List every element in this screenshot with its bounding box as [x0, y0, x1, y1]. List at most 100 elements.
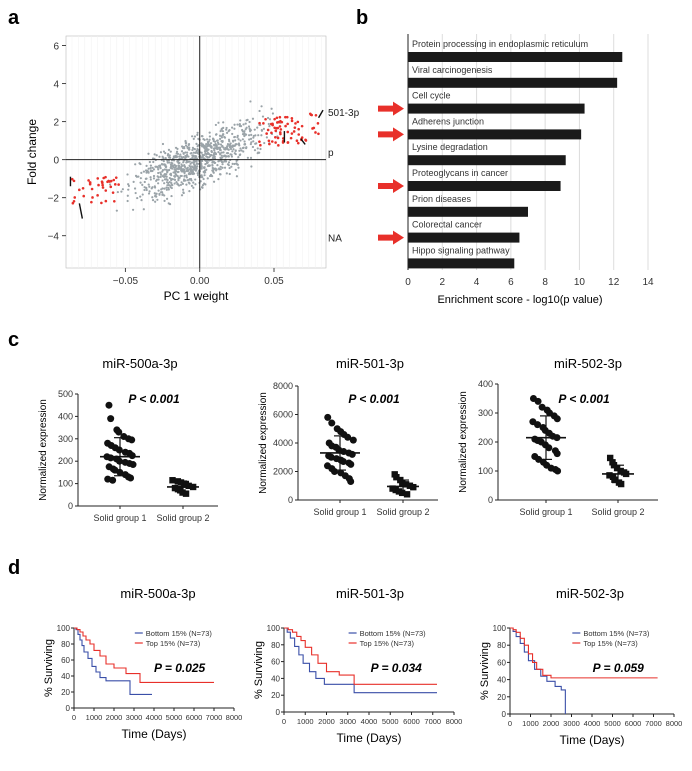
data-point-grey: [195, 166, 198, 169]
data-point-grey: [206, 161, 209, 164]
data-point-grey: [158, 164, 162, 167]
data-point-grey: [135, 175, 139, 178]
y-tick-label: 40: [497, 676, 506, 685]
data-point-grey: [177, 179, 180, 182]
red-arrow-marker: [378, 127, 404, 142]
data-point-grey: [126, 173, 129, 176]
data-point-grey: [257, 134, 260, 137]
chart-title: miR-500a-3p: [120, 586, 195, 601]
y-tick-label: 0: [53, 156, 59, 167]
y-tick-label: 6000: [273, 410, 293, 420]
data-point-grey: [195, 149, 198, 153]
y-tick-label: 20: [271, 691, 280, 700]
data-point-red: [293, 126, 297, 129]
data-point-grey: [201, 153, 204, 156]
data-point-grey: [199, 166, 203, 169]
data-point-grey: [254, 134, 257, 137]
data-point-grey: [126, 199, 129, 203]
data-point-grey: [231, 150, 234, 153]
data-point-grey: [211, 169, 215, 172]
data-point-grey: [216, 164, 219, 167]
data-point-grey: [203, 174, 206, 177]
data-point-red: [289, 136, 293, 140]
data-point-circle: [128, 452, 136, 460]
panel-letter-a: a: [8, 7, 20, 29]
data-point-grey: [147, 167, 150, 170]
data-point-grey: [201, 145, 204, 148]
data-point-grey: [192, 166, 196, 169]
data-point-grey: [157, 168, 160, 171]
data-point-grey: [196, 173, 200, 177]
data-point-red: [109, 185, 113, 189]
data-point-grey: [142, 208, 145, 211]
data-point-grey: [167, 202, 170, 205]
panel-letter-d: d: [8, 557, 20, 579]
data-point-grey: [207, 140, 210, 143]
data-point-grey: [162, 150, 166, 153]
data-point-grey: [223, 159, 226, 162]
data-point-grey: [242, 123, 245, 126]
data-point-grey: [234, 152, 237, 156]
data-point-grey: [206, 144, 209, 148]
data-point-grey: [167, 188, 170, 191]
data-point-red: [277, 144, 280, 147]
data-point-grey: [185, 141, 188, 145]
data-point-grey: [185, 174, 188, 177]
data-point-grey: [175, 150, 179, 153]
data-point-red: [275, 126, 278, 130]
y-tick-label: 100: [57, 624, 71, 633]
data-point-red: [292, 130, 296, 133]
data-point-grey: [232, 148, 235, 151]
data-point-red: [107, 179, 110, 183]
data-point-circle: [339, 458, 347, 466]
y-tick-label: 60: [497, 658, 506, 667]
data-point-grey: [161, 169, 165, 172]
data-point-circle: [534, 397, 542, 405]
data-point-grey: [258, 151, 261, 154]
x-tick-label: 12: [608, 277, 620, 288]
x-tick-label: 3000: [126, 713, 143, 722]
data-point-grey: [167, 148, 171, 151]
data-point-circle: [553, 415, 561, 423]
data-point-grey: [267, 122, 270, 126]
data-point-grey: [168, 156, 172, 159]
dot-plot-mir-501: miR-501-3p P < 0.001 0 2000 4000 6000 8000 Norm…: [258, 356, 438, 517]
data-point-grey: [231, 126, 234, 129]
data-point-grey: [152, 174, 156, 178]
chart-title: miR-502-3p: [556, 586, 624, 601]
data-point-red: [96, 194, 99, 197]
x-tick-label: 6000: [186, 713, 203, 722]
data-point-grey: [248, 120, 251, 124]
data-point-grey: [156, 166, 159, 169]
data-point-grey: [202, 166, 205, 169]
data-point-grey: [203, 171, 206, 174]
y-tick-label: 0: [276, 708, 281, 717]
data-point-red: [284, 115, 287, 119]
y-tick-label: 100: [267, 624, 281, 633]
data-point-circle: [328, 419, 336, 427]
data-point-grey: [160, 163, 164, 166]
x-tick-label: 3000: [563, 719, 580, 728]
x-tick-label: 0.00: [190, 276, 210, 287]
y-tick-label: 0: [502, 710, 507, 719]
data-point-grey: [208, 131, 211, 134]
data-point-grey: [120, 190, 123, 193]
data-point-grey: [242, 150, 245, 153]
data-point-red: [290, 119, 294, 123]
scatter-chart-pc1-fold-change: −0.05 0.00 0.05 6 4 2 0 −2 −4 PC 1 weight Fold cha…: [25, 35, 360, 303]
legend-label: Top 15% (N=73): [583, 639, 638, 648]
data-point-grey: [159, 173, 163, 176]
data-point-grey: [221, 140, 224, 144]
data-point-grey: [134, 191, 137, 195]
data-point-red: [258, 121, 261, 125]
data-point-grey: [260, 105, 263, 108]
data-point-grey: [262, 127, 265, 130]
data-point-circle: [553, 450, 561, 458]
data-point-red: [276, 121, 279, 124]
data-point-grey: [201, 176, 204, 179]
data-point-circle: [324, 413, 332, 421]
chart-title: miR-500a-3p: [102, 356, 177, 371]
data-point-grey: [208, 164, 211, 167]
data-point-grey: [148, 160, 151, 164]
